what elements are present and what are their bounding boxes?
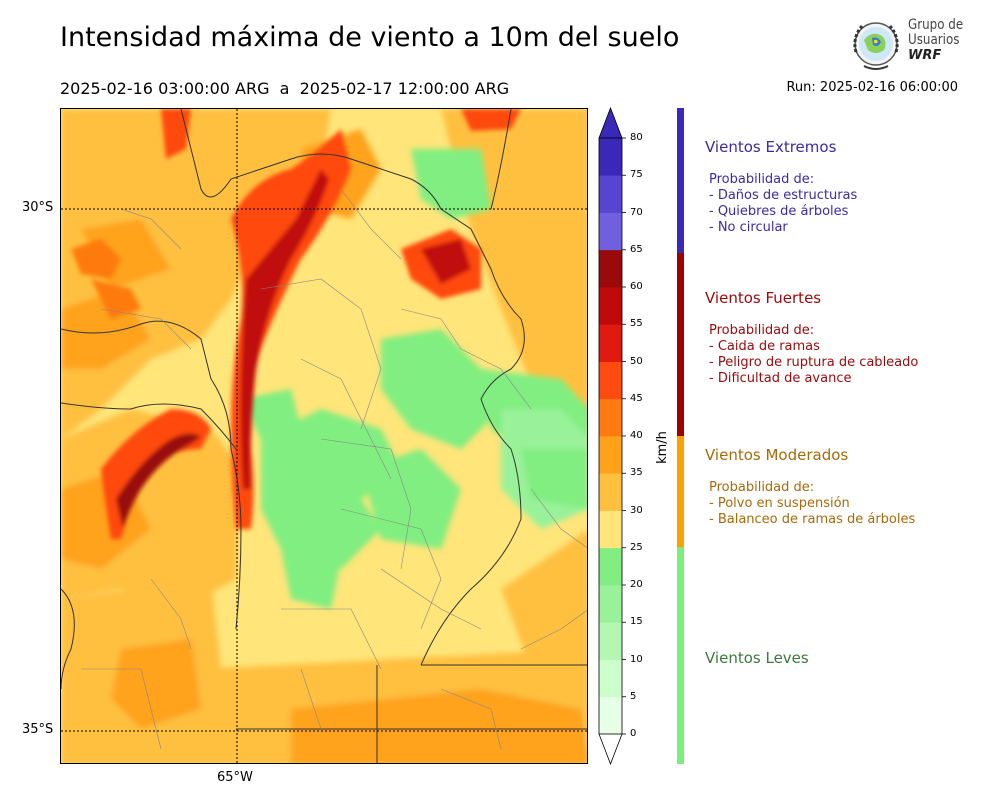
category-bar-extremos <box>677 108 684 253</box>
colorbar-segment <box>599 249 622 288</box>
category-title-fuertes: Vientos Fuertes <box>705 289 822 307</box>
wind-field-svg <box>61 109 587 763</box>
category-desc-extremos: Probabilidad de: - Daños de estructuras … <box>709 172 857 236</box>
category-intro-moderados: Probabilidad de: <box>709 480 815 495</box>
logo-line-3: WRF <box>908 48 942 63</box>
colorbar-segment <box>599 436 622 474</box>
colorbar-segment <box>599 622 622 660</box>
category-item: - Quiebres de árboles <box>709 204 849 219</box>
colorbar-tick-label: 0 <box>630 728 637 739</box>
province-borders <box>61 109 587 763</box>
category-intro-extremos: Probabilidad de: <box>709 172 815 187</box>
colorbar-segment <box>599 324 622 362</box>
colorbar-tick-label: 25 <box>630 541 643 553</box>
colorbar-segment <box>599 696 622 735</box>
colorbar-segment <box>599 361 622 400</box>
category-title-moderados: Vientos Moderados <box>705 446 849 464</box>
category-bar-fuertes <box>677 253 684 436</box>
colorbar-segment <box>599 510 622 549</box>
run-time: Run: 2025-02-16 06:00:00 <box>786 80 958 95</box>
category-title-leves: Vientos Leves <box>705 649 809 667</box>
colorbar-tick-label: 50 <box>630 355 643 367</box>
colorbar-segment <box>599 175 622 213</box>
colorbar-segment <box>599 138 622 176</box>
category-item: - Dificultad de avance <box>709 371 852 386</box>
lon-label-65w: 65°W <box>217 770 253 785</box>
category-bar-leves <box>677 547 684 764</box>
department-borders <box>81 188 587 750</box>
colorbar-tick-label: 45 <box>630 392 643 404</box>
lat-label-35s: 35°S <box>22 722 54 737</box>
colorbar-segment <box>599 473 622 511</box>
category-title-extremos: Vientos Extremos <box>705 138 837 156</box>
colorbar-segment <box>599 398 622 437</box>
colorbar-tick-label: 40 <box>630 430 643 441</box>
colorbar-tick-label: 20 <box>630 579 643 590</box>
colorbar-segment <box>599 212 622 251</box>
colorbar-tick-label: 15 <box>630 616 643 628</box>
field-red <box>71 109 521 539</box>
logo-line-1: Grupo de <box>908 17 964 33</box>
category-intro-fuertes: Probabilidad de: <box>709 323 815 338</box>
globe-icon <box>853 22 899 70</box>
colorbar-segment <box>599 585 622 623</box>
colorbar-tick-label: 30 <box>630 504 643 516</box>
map-title: Intensidad máxima de viento a 10m del su… <box>60 22 680 53</box>
colorbar-tick-label: 5 <box>630 690 637 702</box>
category-desc-fuertes: Probabilidad de: - Caida de ramas - Peli… <box>709 323 918 387</box>
colorbar <box>598 106 626 766</box>
category-desc-moderados: Probabilidad de: - Polvo en suspensión -… <box>709 480 915 528</box>
colorbar-tick-label: 75 <box>630 169 643 181</box>
category-item: - Daños de estructuras <box>709 188 858 203</box>
colorbar-tick-label: 55 <box>630 318 643 330</box>
colorbar-tick-label: 35 <box>630 467 643 479</box>
category-item: - Caida de ramas <box>709 339 820 354</box>
colorbar-segment <box>599 287 622 325</box>
category-item: - Balanceo de ramas de árboles <box>709 512 916 527</box>
colorbar-segment <box>599 547 622 586</box>
category-item: - Peligro de ruptura de cableado <box>709 355 919 370</box>
colorbar-over-arrow <box>598 106 623 139</box>
wind-map <box>60 108 588 764</box>
colorbar-under-arrow <box>598 733 623 766</box>
colorbar-tick-label: 60 <box>630 281 643 292</box>
colorbar-tick-label: 70 <box>630 206 643 218</box>
colorbar-tick-label: 65 <box>630 243 643 255</box>
category-item: - Polvo en suspensión <box>709 496 850 511</box>
colorbar-units: km/h <box>654 431 670 464</box>
grupo-wrf-logo: Grupo de Usuarios WRF <box>848 16 973 72</box>
logo-line-2: Usuarios <box>908 32 960 48</box>
colorbar-segment <box>599 659 622 698</box>
forecast-period: 2025-02-16 03:00:00 ARG a 2025-02-17 12:… <box>60 79 510 98</box>
graticule <box>61 109 587 763</box>
category-item: - No circular <box>709 220 788 235</box>
lat-label-30s: 30°S <box>22 200 54 215</box>
field-green <box>241 149 587 609</box>
category-bar-moderados <box>677 436 684 547</box>
colorbar-tick-label: 80 <box>630 132 643 143</box>
colorbar-tick-label: 10 <box>630 653 643 665</box>
